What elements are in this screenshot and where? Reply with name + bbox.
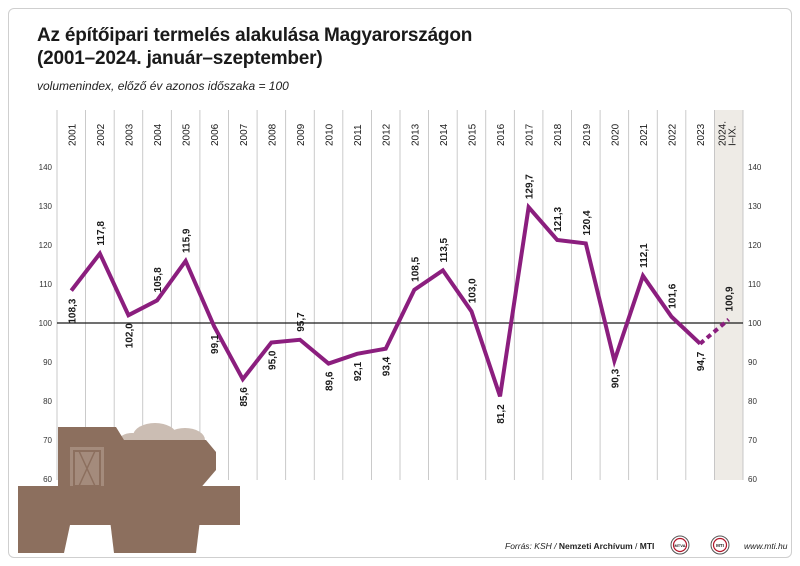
y-tick-label-right: 70 (748, 436, 757, 445)
x-tick-label: 2007 (239, 123, 250, 146)
badge-label: MTI (716, 543, 724, 548)
x-tick-label: 2019 (582, 123, 593, 146)
data-label: 105,8 (153, 267, 164, 292)
y-tick-label-right: 100 (748, 319, 762, 328)
x-tick-label: 2002 (96, 123, 107, 146)
data-label: 93,4 (382, 356, 393, 376)
x-tick-label: 2013 (410, 123, 421, 146)
data-label: 101,6 (668, 283, 679, 308)
chart-title-line-2: (2001–2024. január–szeptember) (37, 48, 323, 69)
y-tick-label-left: 80 (43, 397, 52, 406)
y-tick-label-left: 100 (39, 319, 53, 328)
data-label: 100,9 (725, 286, 736, 311)
y-tick-label-right: 80 (748, 397, 757, 406)
x-tick-label: 2016 (496, 123, 507, 146)
x-tick-label: 2012 (382, 123, 393, 146)
source-agency: MTI (639, 541, 655, 551)
partial-year-band (714, 110, 743, 480)
x-tick-label: 2017 (525, 123, 536, 146)
y-tick-label-right: 110 (748, 280, 761, 289)
data-label: 103,0 (467, 278, 478, 303)
chart-title-line-1: Az építőipari termelés alakulása Magyaro… (37, 25, 473, 46)
y-tick-label-right: 60 (748, 475, 757, 484)
x-tick-label: 2018 (553, 123, 564, 146)
data-label: 92,1 (353, 361, 364, 381)
data-label: 95,0 (267, 350, 278, 370)
data-label: 99,1 (210, 334, 221, 354)
chart-subtitle: volumenindex, előző év azonos időszaka =… (37, 79, 289, 93)
data-label: 90,3 (610, 368, 621, 388)
x-tick-label: 2023 (696, 123, 707, 146)
data-label: 89,6 (325, 371, 336, 391)
y-tick-label-left: 60 (43, 475, 52, 484)
x-tick-label: 2008 (267, 123, 278, 146)
source-note: Forrás: KSH / Nemzeti Archívum / MTI (505, 541, 654, 551)
x-tick-label: 2005 (182, 123, 193, 146)
series-line (69, 202, 702, 397)
data-label: 102,0 (124, 323, 135, 348)
y-tick-label-left: 140 (39, 163, 53, 172)
data-label: 85,6 (239, 387, 250, 407)
data-label: 117,8 (96, 221, 107, 246)
x-tick-label: 2014 (439, 123, 450, 146)
dump-truck-icon (18, 423, 240, 553)
x-tick-label: I–IX. (728, 125, 739, 146)
y-tick-label-right: 130 (748, 202, 762, 211)
data-label: 108,5 (410, 256, 421, 281)
x-tick-label: 2022 (668, 123, 679, 146)
data-label: 115,9 (182, 228, 193, 253)
y-tick-label-right: 120 (748, 241, 762, 250)
data-label: 121,3 (553, 206, 564, 231)
y-tick-label-right: 90 (748, 358, 757, 367)
source-separator: / (632, 541, 640, 551)
x-tick-label: 2021 (639, 123, 650, 146)
series-line-partial-year (698, 317, 731, 346)
data-label: 113,5 (439, 237, 450, 262)
y-tick-label-left: 70 (43, 436, 52, 445)
mti-logo-icon: MTI (710, 535, 730, 555)
website-url: www.mti.hu (744, 541, 788, 551)
x-tick-label: 2009 (296, 123, 307, 146)
x-tick-label: 2020 (610, 123, 621, 146)
data-label: 94,7 (696, 351, 707, 371)
data-label: 95,7 (296, 312, 307, 332)
source-prefix: Forrás: KSH / (505, 541, 559, 551)
x-tick-label: 2004 (153, 123, 164, 146)
x-tick-label: 2011 (353, 124, 364, 146)
data-label: 81,2 (496, 404, 507, 424)
y-tick-label-left: 120 (39, 241, 53, 250)
x-tick-label: 2024. (718, 121, 729, 146)
agency-logos: MTVA MTI (670, 535, 730, 555)
data-label: 129,7 (525, 174, 536, 199)
data-label: 112,1 (639, 243, 650, 268)
x-tick-label: 2003 (124, 123, 135, 146)
y-tick-label-left: 110 (39, 280, 52, 289)
mtva-logo-icon: MTVA (670, 535, 690, 555)
badge-label: MTVA (674, 543, 685, 548)
y-tick-label-left: 90 (43, 358, 52, 367)
data-label: 120,4 (582, 210, 593, 235)
x-tick-label: 2006 (210, 123, 221, 146)
data-label: 108,3 (67, 298, 78, 323)
chart-title: Az építőipari termelés alakulása Magyaro… (37, 24, 472, 70)
y-tick-label-right: 140 (748, 163, 762, 172)
y-tick-label-left: 130 (39, 202, 53, 211)
source-archive: Nemzeti Archívum (558, 541, 633, 551)
x-tick-label: 2015 (467, 123, 478, 146)
x-tick-label: 2001 (67, 123, 78, 146)
x-tick-label: 2010 (325, 123, 336, 146)
